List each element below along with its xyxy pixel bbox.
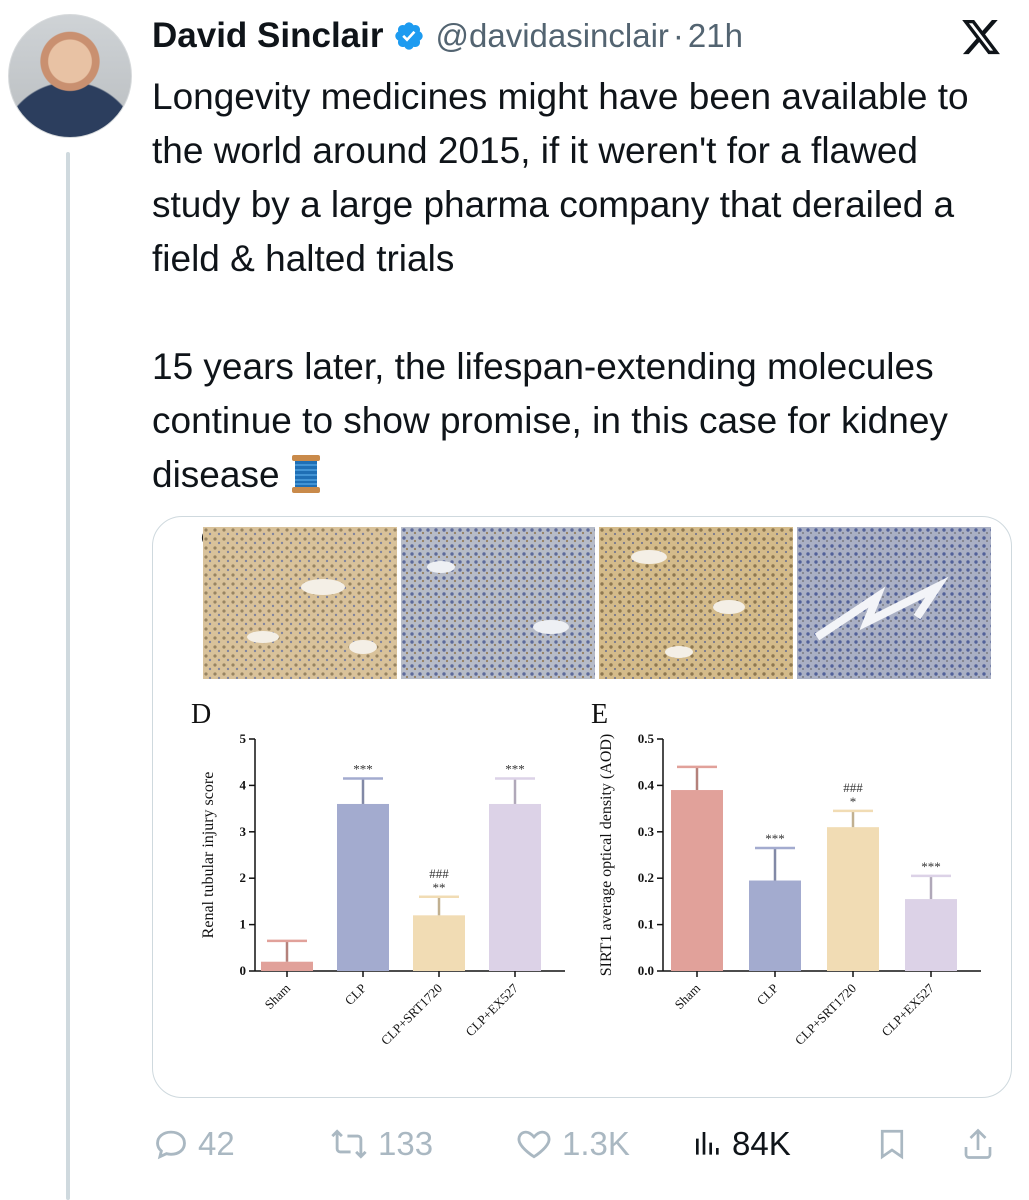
- reply-count: 42: [198, 1125, 235, 1162]
- y-tick-label: 1: [240, 917, 247, 932]
- y-tick-label: 0.0: [638, 963, 654, 978]
- like-count: 1.3K: [562, 1125, 630, 1162]
- x-category-label: CLP+EX527: [878, 980, 937, 1039]
- x-logo-icon[interactable]: [956, 16, 1006, 58]
- x-category-label: CLP+SRT1720: [792, 981, 859, 1048]
- heart-icon: [517, 1130, 551, 1159]
- tweet-action-bar: 42 133 1.3K 84K: [152, 1118, 1012, 1170]
- x-category-label: CLP+SRT1720: [378, 981, 445, 1048]
- x-category-label: Sham: [262, 981, 294, 1013]
- reply-button[interactable]: 42: [152, 1125, 328, 1163]
- bar-clp-srt1720: [413, 915, 465, 971]
- views-count: 84K: [732, 1125, 791, 1162]
- significance-label: ***: [353, 761, 373, 776]
- y-tick-label: 0.4: [638, 777, 655, 792]
- significance-label: *: [850, 794, 857, 809]
- author-avatar[interactable]: [8, 14, 132, 138]
- x-category-label: Sham: [672, 981, 704, 1013]
- handle-separator: ·: [672, 17, 684, 54]
- repost-icon: [331, 1129, 367, 1159]
- micrograph-clp-srt1720: [599, 527, 793, 679]
- y-tick-label: 0.3: [638, 824, 655, 839]
- x-category-label: CLP: [342, 981, 369, 1008]
- significance-label: **: [433, 880, 446, 895]
- bar-clp-ex527: [905, 899, 957, 971]
- tweet-time[interactable]: 21h: [687, 17, 743, 54]
- y-tick-label: 3: [240, 824, 247, 839]
- x-category-label: CLP: [754, 981, 781, 1008]
- micrograph-sham: [203, 527, 397, 679]
- y-tick-label: 0.2: [638, 870, 654, 885]
- significance-extra-label: ###: [429, 866, 449, 881]
- panel-letter-e: E: [591, 699, 608, 730]
- author-handle[interactable]: @davidasinclair: [435, 17, 669, 54]
- bar-clp: [337, 803, 389, 971]
- reply-icon: [156, 1130, 186, 1160]
- bar-clp-srt1720: [827, 827, 879, 971]
- like-button[interactable]: 1.3K: [514, 1125, 692, 1163]
- significance-label: ***: [921, 859, 941, 874]
- y-axis-label: Renal tubular injury score: [200, 772, 217, 939]
- bar-clp: [749, 880, 801, 971]
- bookmark-icon: [880, 1129, 904, 1160]
- significance-label: ***: [505, 761, 525, 776]
- share-icon: [964, 1128, 992, 1159]
- verified-badge-icon: [395, 22, 424, 50]
- y-tick-label: 0: [240, 963, 247, 978]
- tweet-paragraph-1: Longevity medicines might have been avai…: [152, 76, 969, 279]
- repost-count: 133: [378, 1125, 434, 1162]
- tweet-media-image[interactable]: C: [152, 516, 1012, 1098]
- y-tick-label: 5: [240, 731, 247, 746]
- micrograph-clp-ex527: [797, 527, 991, 679]
- tweet-text: Longevity medicines might have been avai…: [152, 70, 1012, 502]
- y-tick-label: 4: [240, 777, 247, 792]
- y-tick-label: 0.5: [638, 731, 655, 746]
- bar-sham: [671, 790, 723, 971]
- bar-clp-ex527: [489, 803, 541, 971]
- share-button[interactable]: [960, 1125, 1006, 1163]
- y-tick-label: 0.1: [638, 917, 654, 932]
- thread-line: [66, 152, 70, 1200]
- significance-extra-label: ###: [843, 780, 863, 795]
- views-button[interactable]: 84K: [692, 1125, 874, 1163]
- tweet-header: David Sinclair @davidasinclair · 21h: [152, 14, 743, 58]
- tweet-paragraph-2-text: 15 years later, the lifespan-extending m…: [152, 346, 948, 495]
- repost-button[interactable]: 133: [328, 1125, 514, 1163]
- panel-letter-d: D: [191, 699, 211, 730]
- author-name[interactable]: David Sinclair: [152, 16, 384, 55]
- significance-label: ***: [765, 831, 785, 846]
- bookmark-button[interactable]: [874, 1125, 960, 1163]
- bar-sham: [261, 961, 313, 971]
- y-tick-label: 2: [240, 870, 247, 885]
- views-chart-icon: [696, 1132, 719, 1155]
- thread-spool-icon: [291, 455, 320, 493]
- micrograph-clp: [401, 527, 595, 679]
- x-category-label: CLP+EX527: [462, 980, 521, 1039]
- y-axis-label: SIRT1 average optical density (AOD): [598, 734, 615, 977]
- chart-e: E 0.0 0.1 0.2 0.3 0.4 0.5 SIRT1 average optical…: [591, 699, 981, 1048]
- tweet-paragraph-2: 15 years later, the lifespan-extending m…: [152, 340, 1012, 502]
